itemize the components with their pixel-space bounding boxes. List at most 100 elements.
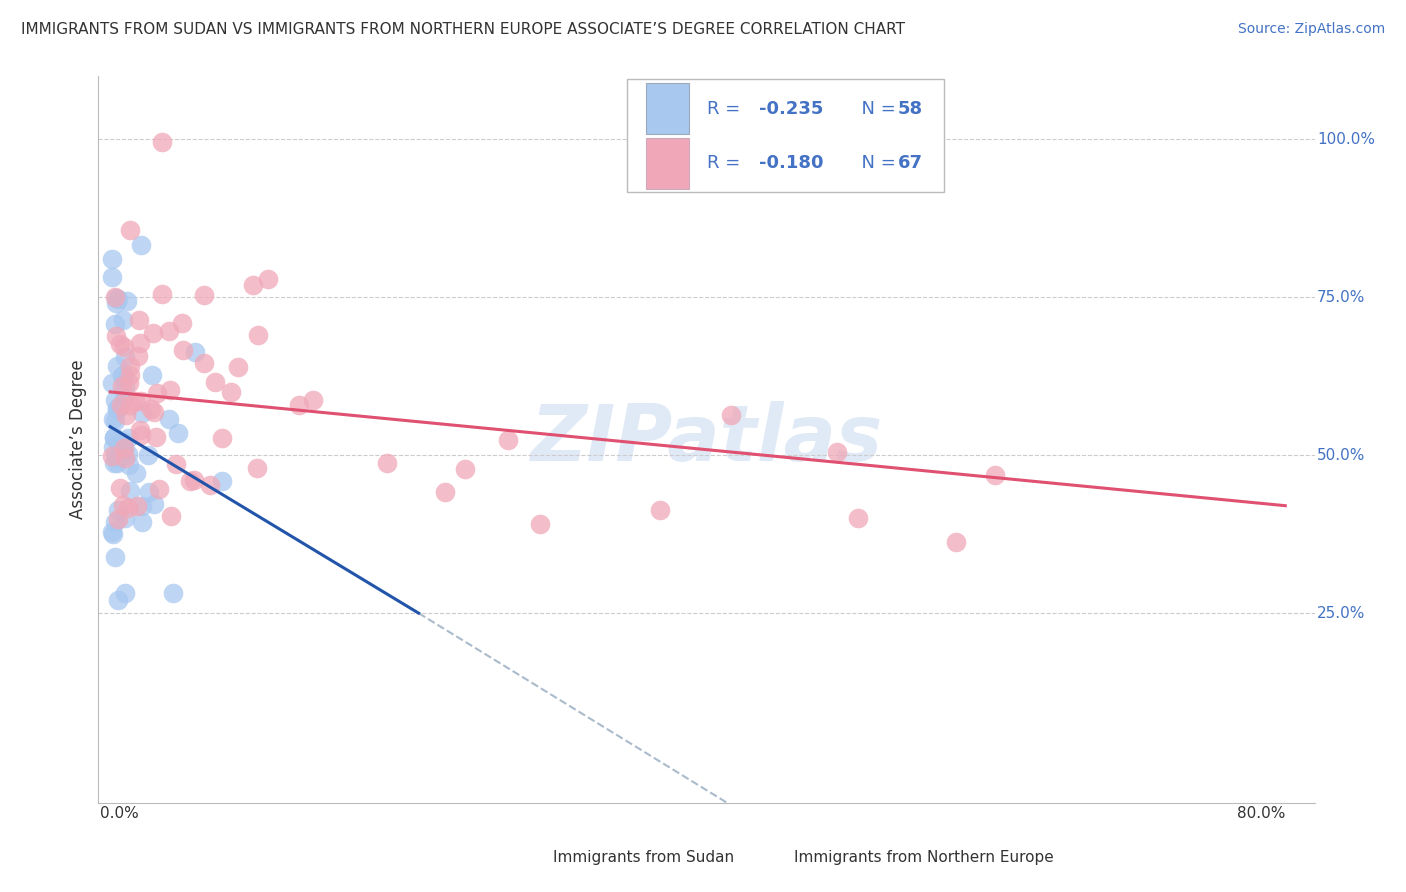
Point	[148, 483, 170, 497]
Text: 80.0%: 80.0%	[1237, 806, 1285, 821]
Point	[111, 379, 134, 393]
Point	[117, 376, 139, 390]
Point	[211, 474, 233, 488]
Point	[159, 412, 181, 426]
Point	[157, 324, 180, 338]
Text: 67: 67	[897, 154, 922, 172]
Point	[101, 440, 124, 454]
Point	[159, 383, 181, 397]
Point	[108, 481, 131, 495]
Point	[131, 515, 153, 529]
Point	[127, 349, 149, 363]
Point	[128, 423, 150, 437]
Point	[105, 456, 128, 470]
Point	[434, 484, 457, 499]
Point	[103, 430, 125, 444]
Point	[114, 586, 136, 600]
Point	[118, 458, 141, 472]
Point	[131, 405, 153, 419]
Point	[150, 287, 173, 301]
Point	[720, 409, 742, 423]
Point	[162, 585, 184, 599]
Text: IMMIGRANTS FROM SUDAN VS IMMIGRANTS FROM NORTHERN EUROPE ASSOCIATE’S DEGREE CORR: IMMIGRANTS FROM SUDAN VS IMMIGRANTS FROM…	[21, 22, 905, 37]
Point	[104, 329, 127, 343]
Point	[454, 462, 477, 476]
Text: Source: ZipAtlas.com: Source: ZipAtlas.com	[1237, 22, 1385, 37]
Point	[108, 436, 131, 450]
Point	[287, 398, 309, 412]
Point	[104, 290, 127, 304]
Point	[112, 391, 135, 405]
Point	[103, 412, 125, 426]
Point	[103, 456, 125, 470]
Point	[183, 473, 205, 487]
Point	[138, 484, 160, 499]
Point	[120, 359, 142, 373]
Point	[139, 401, 162, 416]
Point	[219, 384, 242, 399]
Point	[108, 337, 131, 351]
Point	[193, 355, 215, 369]
Point	[945, 535, 967, 549]
Point	[107, 512, 129, 526]
Point	[104, 393, 127, 408]
Point	[114, 408, 136, 422]
Bar	[765, 844, 789, 871]
Text: Immigrants from Sudan: Immigrants from Sudan	[554, 850, 734, 865]
Point	[184, 344, 207, 359]
Point	[112, 434, 135, 449]
Point	[375, 456, 398, 470]
Point	[111, 368, 134, 383]
Point	[105, 359, 128, 373]
Point	[650, 503, 672, 517]
Point	[246, 328, 269, 343]
Point	[103, 431, 125, 445]
Point	[118, 398, 141, 412]
Text: 100.0%: 100.0%	[1317, 131, 1375, 146]
Bar	[645, 137, 689, 188]
Text: 25.0%: 25.0%	[1317, 606, 1365, 621]
Point	[302, 392, 325, 407]
Point	[226, 360, 249, 375]
Text: R =: R =	[707, 154, 745, 172]
Text: 58: 58	[897, 100, 922, 118]
Point	[136, 448, 159, 462]
Point	[111, 498, 134, 512]
Point	[104, 516, 127, 530]
Point	[143, 404, 166, 418]
Point	[104, 317, 127, 331]
Point	[129, 336, 152, 351]
Point	[112, 368, 135, 382]
Text: 75.0%: 75.0%	[1317, 290, 1365, 304]
Point	[825, 445, 848, 459]
Point	[124, 393, 146, 408]
Point	[256, 272, 278, 286]
Point	[104, 295, 127, 310]
Point	[200, 477, 222, 491]
Text: Immigrants from Northern Europe: Immigrants from Northern Europe	[794, 850, 1054, 865]
Point	[101, 376, 124, 391]
Point	[104, 413, 127, 427]
Point	[204, 375, 226, 389]
Point	[179, 474, 201, 488]
Point	[129, 427, 152, 442]
Text: 0.0%: 0.0%	[100, 806, 139, 821]
Point	[101, 525, 124, 540]
Point	[120, 368, 142, 383]
Point	[166, 425, 188, 440]
Point	[114, 380, 136, 394]
Point	[143, 497, 166, 511]
Point	[211, 431, 233, 445]
Point	[101, 270, 124, 285]
Point	[114, 341, 136, 355]
Text: -0.180: -0.180	[759, 154, 824, 172]
Point	[145, 430, 167, 444]
Point	[129, 238, 152, 252]
Point	[105, 401, 128, 416]
Point	[529, 517, 551, 532]
Point	[115, 294, 138, 309]
Point	[107, 503, 129, 517]
Point	[242, 278, 264, 293]
Point	[498, 434, 520, 448]
Point	[131, 499, 153, 513]
